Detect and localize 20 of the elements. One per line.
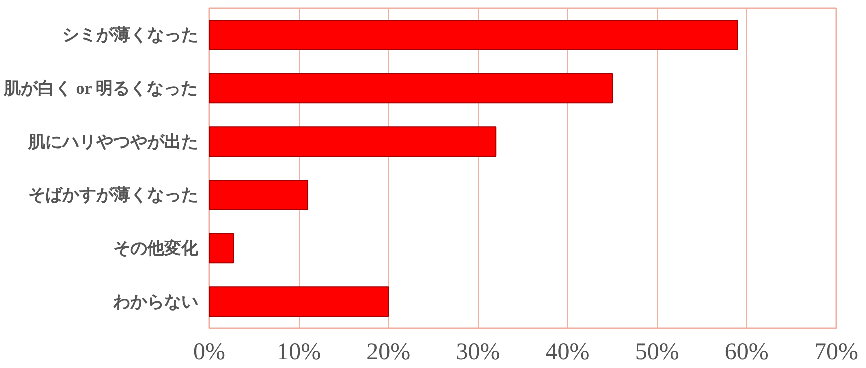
x-tick-label: 70%: [814, 340, 859, 366]
bar: [210, 20, 738, 50]
bar: [210, 233, 234, 264]
x-tick-label: 60%: [724, 340, 769, 366]
y-tick-label: その他変化: [114, 239, 200, 258]
x-tick-label: 0%: [194, 340, 226, 366]
y-tick-label: 肌が白く or 明るくなった: [2, 79, 198, 98]
y-tick-label: わからない: [112, 292, 198, 312]
y-tick-label: 肌にハリやつやが出た: [28, 132, 198, 152]
x-tick-label: 10%: [277, 340, 322, 366]
bar: [210, 286, 390, 317]
bar: [210, 73, 614, 104]
x-tick-label: 20%: [366, 340, 411, 366]
x-tick-label: 50%: [635, 340, 680, 366]
y-tick-label: そばかすが薄くなった: [28, 186, 198, 205]
x-tick-label: 30%: [456, 340, 500, 366]
bar: [210, 126, 497, 157]
x-tick-label: 40%: [546, 340, 590, 366]
y-tick-label: シミが薄くなった: [62, 26, 198, 45]
bar: [210, 180, 309, 210]
